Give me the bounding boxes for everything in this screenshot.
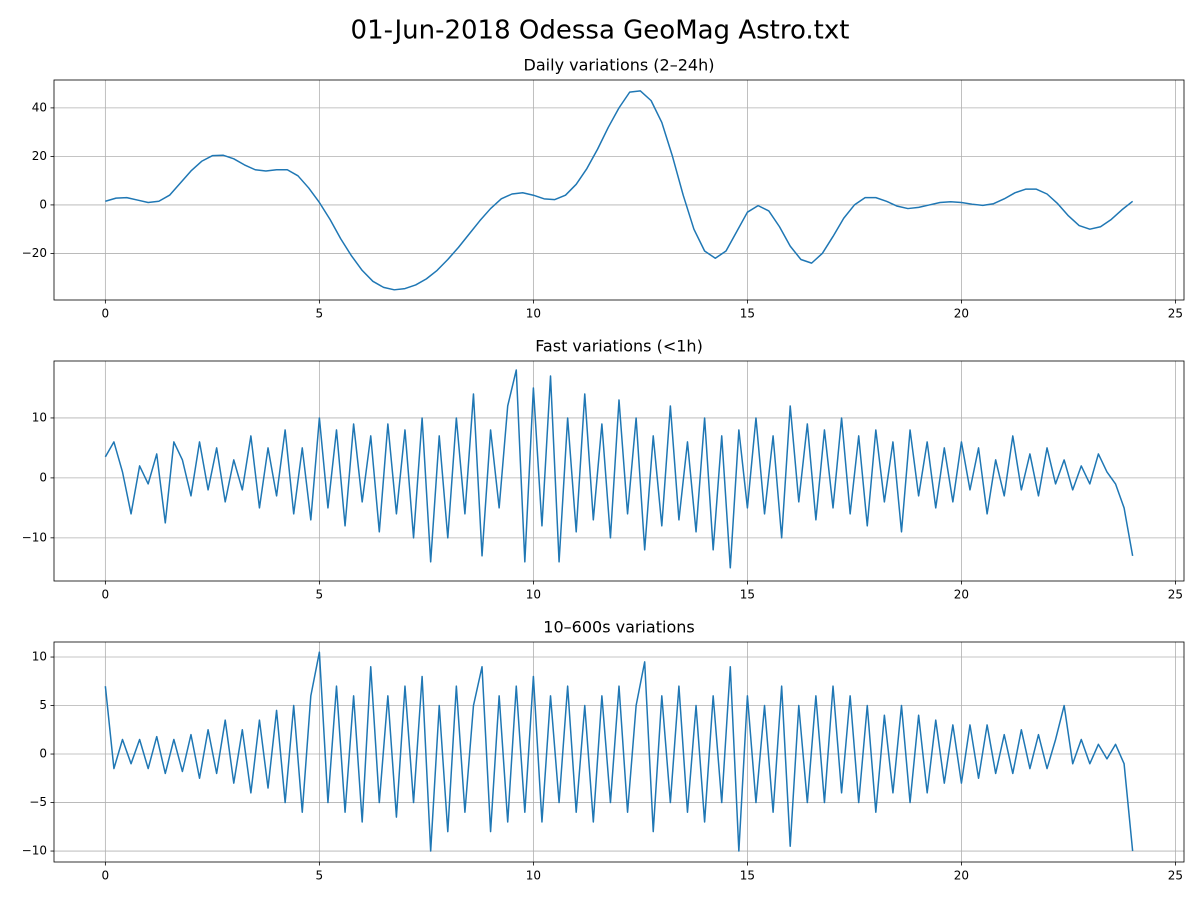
x-tick-label: 15 (740, 869, 755, 883)
x-tick-label: 5 (316, 869, 324, 883)
data-line (104, 651, 1134, 852)
axes-title: Daily variations (2–24h) (524, 56, 715, 75)
figure-title: 01-Jun-2018 Odessa GeoMag Astro.txt (351, 16, 850, 46)
x-tick-label: 0 (102, 307, 110, 321)
x-tick-label: 20 (954, 588, 969, 602)
x-tick-label: 10 (526, 307, 541, 321)
y-tick-label: 0 (39, 747, 47, 761)
x-tick-label: 25 (1168, 588, 1183, 602)
y-tick-label: −10 (22, 530, 47, 544)
x-tick-label: 15 (740, 588, 755, 602)
axes-frame (53, 79, 1185, 301)
axes-title: Fast variations (<1h) (535, 337, 703, 356)
y-tick-label: −5 (29, 795, 47, 809)
x-tick-label: 15 (740, 307, 755, 321)
x-tick-label: 5 (316, 307, 324, 321)
x-tick-label: 5 (316, 588, 324, 602)
x-tick-label: 25 (1168, 307, 1183, 321)
y-tick-label: −10 (22, 844, 47, 858)
y-tick-label: 10 (32, 650, 47, 664)
y-tick-label: 10 (32, 410, 47, 424)
x-tick-label: 20 (954, 307, 969, 321)
y-tick-label: −20 (22, 246, 47, 260)
x-tick-label: 25 (1168, 869, 1183, 883)
y-tick-label: 20 (32, 149, 47, 163)
x-tick-label: 10 (526, 588, 541, 602)
y-tick-label: 0 (39, 470, 47, 484)
axes-frame (53, 360, 1185, 582)
x-tick-label: 20 (954, 869, 969, 883)
y-tick-label: 40 (32, 100, 47, 114)
data-line (105, 90, 1134, 291)
data-line (104, 369, 1134, 569)
y-tick-label: 5 (39, 698, 47, 712)
x-tick-label: 0 (102, 869, 110, 883)
x-tick-label: 10 (526, 869, 541, 883)
y-tick-label: 0 (39, 197, 47, 211)
x-tick-label: 0 (102, 588, 110, 602)
axes-frame (53, 641, 1185, 863)
axes-title: 10–600s variations (543, 618, 694, 637)
